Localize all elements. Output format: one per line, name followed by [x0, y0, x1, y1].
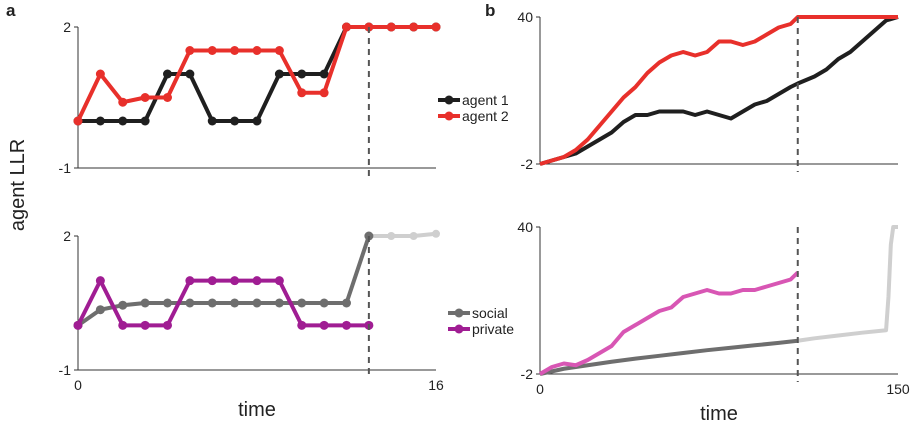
- data-point: [319, 320, 329, 330]
- y-tick-label: -2: [521, 366, 534, 382]
- data-point: [274, 276, 284, 286]
- data-point: [95, 305, 105, 315]
- panel-label-a: a: [6, 1, 16, 20]
- data-point: [319, 69, 329, 79]
- chart-b-bottom: 40 -20 150 time: [517, 219, 909, 425]
- series-line-private_b: [538, 271, 800, 376]
- data-point: [185, 69, 195, 79]
- x-axis-label: time: [238, 399, 276, 421]
- series-line-agent1: [78, 25, 436, 123]
- series-line-agent2: [539, 15, 898, 166]
- data-point: [73, 320, 83, 330]
- data-point: [432, 229, 440, 238]
- data-point: [95, 116, 105, 126]
- data-point: [140, 298, 150, 308]
- data-point: [118, 116, 128, 126]
- legend-label: agent 1: [462, 92, 509, 108]
- data-point: [342, 298, 351, 308]
- y-tick-label: -1: [59, 160, 72, 176]
- data-point: [230, 46, 240, 55]
- data-point: [319, 298, 329, 308]
- panel-label-b: b: [485, 1, 495, 20]
- x-tick-label: 0: [536, 381, 544, 397]
- data-point: [95, 69, 105, 79]
- legend-marker: [454, 324, 464, 334]
- data-point: [252, 276, 262, 286]
- y-tick-label: -2: [521, 156, 534, 172]
- data-point: [297, 88, 307, 98]
- data-point: [230, 276, 240, 286]
- data-point: [163, 298, 172, 308]
- legend-label: private: [472, 321, 514, 337]
- data-point: [342, 22, 351, 32]
- x-tick-label: 150: [886, 381, 910, 397]
- data-point: [163, 69, 172, 79]
- data-point: [95, 276, 105, 286]
- data-point: [297, 298, 307, 308]
- data-point: [274, 69, 284, 79]
- shared-y-axis-label: agent LLR: [7, 139, 29, 231]
- data-point: [118, 300, 128, 310]
- data-point: [163, 320, 172, 330]
- x-axis-label: time: [700, 403, 738, 425]
- data-point: [342, 320, 351, 330]
- legend-label: agent 2: [462, 108, 509, 124]
- data-point: [118, 320, 128, 330]
- data-point: [163, 93, 172, 102]
- data-point: [207, 298, 217, 308]
- data-point: [274, 46, 284, 55]
- y-tick-label: 2: [63, 19, 71, 35]
- series-line-social: [539, 338, 798, 376]
- x-tick-label: 16: [428, 377, 444, 393]
- data-point: [297, 69, 307, 79]
- data-point: [409, 22, 419, 32]
- x-tick-label: 0: [74, 377, 82, 393]
- data-point: [431, 22, 441, 32]
- data-point: [140, 320, 150, 330]
- data-point: [140, 93, 150, 102]
- chart-b-top: 40 -2: [517, 9, 899, 172]
- data-point: [230, 116, 240, 126]
- series-line-social-after: [368, 231, 437, 238]
- data-point: [185, 298, 195, 308]
- data-point: [73, 116, 83, 126]
- data-point: [252, 46, 262, 55]
- data-point: [207, 46, 217, 55]
- legend-marker: [444, 95, 454, 105]
- data-point: [252, 298, 262, 308]
- y-tick-label: 40: [517, 219, 533, 235]
- series-line-social-after: [797, 225, 898, 343]
- legend-marker: [454, 308, 464, 318]
- data-point: [297, 320, 307, 330]
- series-line-agent2: [76, 25, 436, 122]
- data-point: [185, 276, 195, 286]
- data-point: [185, 46, 195, 55]
- data-point: [230, 298, 240, 308]
- data-point: [118, 97, 128, 107]
- y-tick-label: 2: [63, 228, 71, 244]
- data-point: [274, 298, 284, 308]
- data-point: [409, 232, 418, 240]
- legend-marker: [444, 111, 454, 121]
- series-line-agent1: [539, 15, 899, 166]
- data-point: [207, 116, 217, 126]
- data-point: [140, 116, 150, 126]
- y-tick-label: -1: [59, 362, 72, 378]
- data-point: [319, 88, 329, 98]
- data-point: [207, 276, 217, 286]
- data-point: [386, 22, 396, 32]
- y-tick-label: 40: [517, 9, 533, 25]
- data-point: [252, 116, 262, 126]
- data-point: [387, 232, 396, 240]
- legend-label: social: [472, 305, 508, 321]
